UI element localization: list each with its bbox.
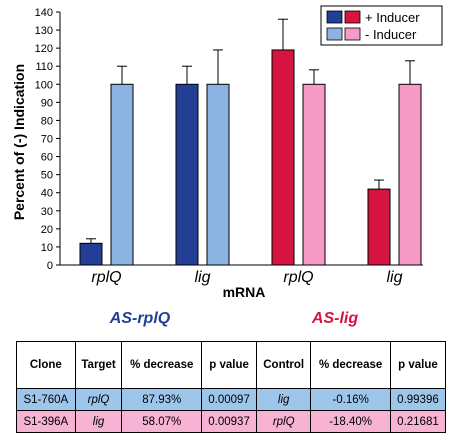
y-tick-label: 60: [41, 152, 53, 164]
y-tick-label: 30: [41, 206, 53, 218]
y-tick-label: 80: [41, 115, 53, 127]
y-tick-label: 100: [35, 79, 53, 91]
x-category-labels: rplQ lig rplQ lig: [91, 269, 402, 286]
bar-as-rplq-rplq-minus: [110, 83, 134, 266]
legend: + Inducer - Inducer: [320, 5, 443, 46]
legend-minus-label: - Inducer: [365, 27, 417, 42]
results-table: Clone Target % decrease p value Control …: [16, 341, 447, 433]
x-category-label: rplQ: [91, 269, 121, 286]
y-tick-label: 90: [41, 97, 53, 109]
y-tick-label: 110: [35, 61, 53, 73]
group-label-as-rplq: AS-rplQ: [109, 310, 171, 327]
y-tick-label: 70: [41, 134, 53, 146]
cell-control-percent-decrease: -0.16%: [310, 388, 391, 411]
legend-swatch-plus-red: [344, 10, 361, 24]
legend-swatch-minus-pink: [344, 27, 361, 41]
cell-control-p-value: 0.99396: [389, 388, 447, 411]
bars: [79, 49, 422, 266]
legend-swatch-plus-blue: [326, 10, 343, 24]
cell-target: rplQ: [74, 388, 123, 411]
legend-swatch-minus-blue: [326, 27, 343, 41]
header-percent-decrease: % decrease: [121, 341, 203, 389]
table-row: S1-760A rplQ 87.93% 0.00097 lig -0.16% 0…: [16, 388, 447, 411]
header-clone: Clone: [16, 341, 76, 389]
bar-as-rplq-lig-plus: [175, 83, 199, 266]
y-axis: 0 10 20 30 40 50 60 70 80 90 100 110 120 130 140: [35, 7, 61, 272]
legend-plus-label: + Inducer: [365, 10, 420, 25]
cell-control-percent-decrease: -18.40%: [310, 410, 391, 433]
cell-control: lig: [256, 388, 312, 411]
bar-as-lig-lig-plus: [367, 188, 391, 266]
header-p-value: p value: [201, 341, 258, 389]
error-bars: [86, 18, 415, 244]
table-header-row: Clone Target % decrease p value Control …: [16, 341, 447, 389]
x-category-label: rplQ: [283, 269, 313, 286]
cell-target: lig: [74, 410, 123, 433]
header-control: Control: [256, 341, 312, 389]
y-tick-label: 40: [41, 188, 53, 200]
y-tick-label: 20: [41, 224, 53, 236]
y-tick-label: 120: [35, 43, 53, 55]
y-tick-label: 10: [41, 242, 53, 254]
cell-control-p-value: 0.21681: [389, 410, 447, 433]
bar-as-lig-rplq-minus: [302, 83, 326, 266]
cell-percent-decrease: 87.93%: [121, 388, 203, 411]
cell-control: rplQ: [256, 410, 312, 433]
x-axis-title: mRNA: [223, 284, 266, 300]
bar-as-lig-lig-minus: [398, 83, 422, 266]
cell-clone: S1-396A: [16, 410, 76, 433]
x-category-label: lig: [194, 269, 210, 286]
cell-percent-decrease: 58.07%: [121, 410, 203, 433]
cell-clone: S1-760A: [16, 388, 76, 411]
y-axis-title: Percent of (-) Indication: [11, 64, 27, 220]
x-category-label: lig: [386, 269, 402, 286]
y-tick-label: 140: [35, 7, 53, 19]
table-row: S1-396A lig 58.07% 0.00937 rplQ -18.40% …: [16, 410, 447, 433]
y-tick-label: 130: [35, 25, 53, 37]
header-target: Target: [74, 341, 123, 389]
cell-p-value: 0.00937: [201, 410, 258, 433]
bar-chart: 0 10 20 30 40 50 60 70 80 90 100 110 120 130 140 rplQ l…: [11, 5, 443, 327]
header-control-percent-decrease: % decrease: [310, 341, 391, 389]
y-tick-label: 0: [47, 260, 53, 272]
cell-p-value: 0.00097: [201, 388, 258, 411]
bar-as-rplq-lig-minus: [206, 83, 230, 266]
header-control-p-value: p value: [389, 341, 447, 389]
group-label-as-lig: AS-lig: [311, 310, 358, 327]
bar-as-lig-rplq-plus: [271, 49, 295, 266]
bar-as-rplq-rplq-plus: [79, 242, 103, 266]
y-tick-label: 50: [41, 170, 53, 182]
